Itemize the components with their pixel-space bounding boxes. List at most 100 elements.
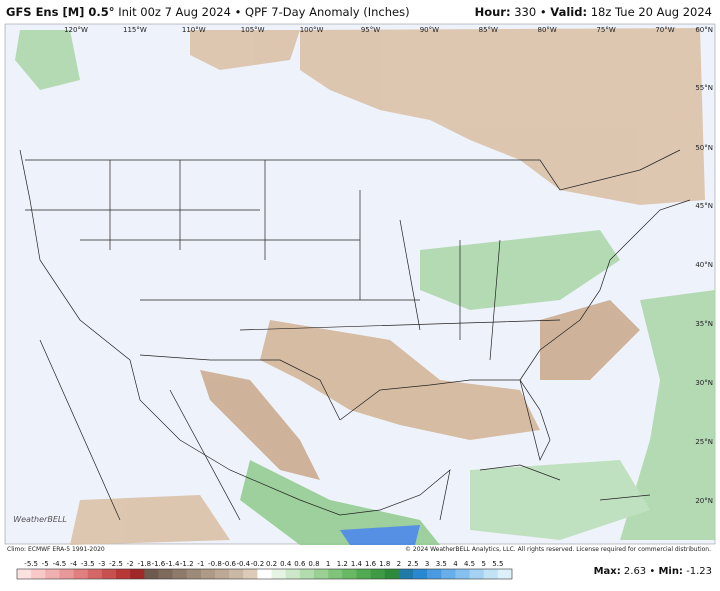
colorbar-swatch	[87, 569, 103, 579]
wet-area	[620, 290, 715, 540]
colorbar-label: 0.4	[280, 560, 292, 568]
colorbar-label: -3.5	[81, 560, 95, 568]
colorbar-swatch	[144, 569, 159, 579]
colorbar-swatch	[271, 569, 287, 579]
colorbar-swatch	[285, 569, 301, 579]
colorbar-label: 1.6	[365, 560, 377, 568]
colorbar-swatch	[314, 569, 329, 579]
colorbar-label: 2	[397, 560, 401, 568]
copyright: © 2024 WeatherBELL Analytics, LLC. All r…	[405, 546, 711, 553]
colorbar-label: 1.4	[351, 560, 363, 568]
colorbar-swatch	[186, 569, 202, 579]
colorbar-swatch	[370, 569, 386, 579]
lat-label: 35°N	[695, 320, 713, 328]
lat-label: 50°N	[695, 144, 713, 152]
colorbar-swatch	[384, 569, 400, 579]
colorbar-label: -0.2	[251, 560, 265, 568]
colorbar-swatch	[328, 569, 343, 579]
wet-area	[240, 460, 440, 545]
lat-label: 60°N	[695, 26, 713, 34]
dry-area	[200, 370, 320, 480]
colorbar-swatch	[45, 569, 60, 579]
boundaries	[19, 149, 691, 521]
wet-area	[420, 230, 620, 310]
logo: WeatherBELL	[13, 515, 67, 524]
colorbar-swatch	[469, 569, 485, 579]
dry-area	[190, 30, 300, 70]
colorbar-label: -4	[70, 560, 78, 568]
colorbar-swatch	[215, 569, 230, 579]
wet-area	[470, 460, 650, 540]
colorbar-swatch	[130, 569, 145, 579]
lon-label: 90°W	[420, 26, 439, 34]
lat-labels: 60°N 55°N 50°N 45°N 40°N 35°N 30°N 25°N 20°N	[695, 26, 713, 505]
colorbar-swatch	[101, 569, 117, 579]
colorbar-swatch	[31, 569, 46, 579]
init: Init 00z 7 Aug 2024	[118, 5, 231, 19]
colorbar-swatch	[116, 569, 131, 579]
colorbar-swatch	[356, 569, 371, 579]
max-min: Max: 2.63 • Min: -1.23	[594, 566, 712, 577]
colorbar-swatch	[342, 569, 357, 579]
colorbar-swatch	[427, 569, 442, 579]
product: QPF 7-Day Anomaly (Inches)	[245, 5, 410, 19]
lon-label: 75°W	[596, 26, 615, 34]
colorbar-label: 5	[481, 560, 485, 568]
lat-label: 25°N	[695, 438, 713, 446]
lon-label: 110°W	[182, 26, 206, 34]
colorbar-swatch	[398, 569, 414, 579]
colorbar-swatch	[73, 569, 89, 579]
lon-labels: 120°W 115°W 110°W 105°W 100°W 95°W 90°W 85°W 80°…	[64, 26, 675, 34]
colorbar-label: -4.5	[53, 560, 67, 568]
colorbar-label: -1.2	[180, 560, 194, 568]
valid-label: Valid:	[550, 5, 588, 19]
colorbar-label: 2.5	[407, 560, 418, 568]
colorbar-label: -0.6	[222, 560, 236, 568]
lon-label: 115°W	[123, 26, 147, 34]
lon-label: 100°W	[300, 26, 324, 34]
hour-label: Hour:	[474, 5, 511, 19]
max-label: Max:	[594, 566, 621, 577]
lat-label: 20°N	[695, 497, 713, 505]
lon-label: 80°W	[538, 26, 557, 34]
colorbar-swatch	[200, 569, 216, 579]
colorbar-label: 3.5	[436, 560, 447, 568]
colorbar-frame	[16, 568, 513, 580]
colorbar-label: -5.5	[24, 560, 38, 568]
colorbar-label: 4	[453, 560, 458, 568]
header-left: GFS Ens [M] 0.5° Init 00z 7 Aug 2024 • Q…	[6, 5, 410, 19]
anomaly-fields	[15, 28, 715, 545]
colorbar-label: 1.8	[379, 560, 390, 568]
climo: Climo: ECMWF ERA-5 1991-2020	[7, 546, 105, 553]
lat-label: 40°N	[695, 261, 713, 269]
colorbar-label: -1.6	[152, 560, 166, 568]
lon-label: 120°W	[64, 26, 88, 34]
colorbar-label: -2.5	[109, 560, 123, 568]
colorbar-swatch	[229, 569, 244, 579]
lon-label: 70°W	[655, 26, 674, 34]
model: GFS Ens [M] 0.5°	[6, 5, 115, 19]
max: 2.63	[624, 566, 646, 577]
colorbar-swatch	[441, 569, 456, 579]
colorbar-swatch	[455, 569, 470, 579]
colorbar-swatch	[172, 569, 188, 579]
colorbar-label: 0.2	[266, 560, 277, 568]
lon-label: 85°W	[479, 26, 498, 34]
colorbar-label: -1.4	[166, 560, 180, 568]
colorbar-swatch	[59, 569, 74, 579]
dry-area	[300, 28, 705, 205]
wet-area	[15, 30, 80, 90]
border	[139, 354, 341, 421]
colorbar-label: -0.8	[208, 560, 222, 568]
lon-label: 105°W	[241, 26, 265, 34]
colorbar-label: -1	[197, 560, 204, 568]
lat-label: 45°N	[695, 202, 713, 210]
lon-label: 95°W	[361, 26, 380, 34]
very-wet-area	[340, 525, 420, 545]
border	[25, 149, 681, 191]
colorbar-label: 5.5	[492, 560, 503, 568]
colorbar-label: 4.5	[464, 560, 475, 568]
hour: 330	[514, 5, 537, 19]
